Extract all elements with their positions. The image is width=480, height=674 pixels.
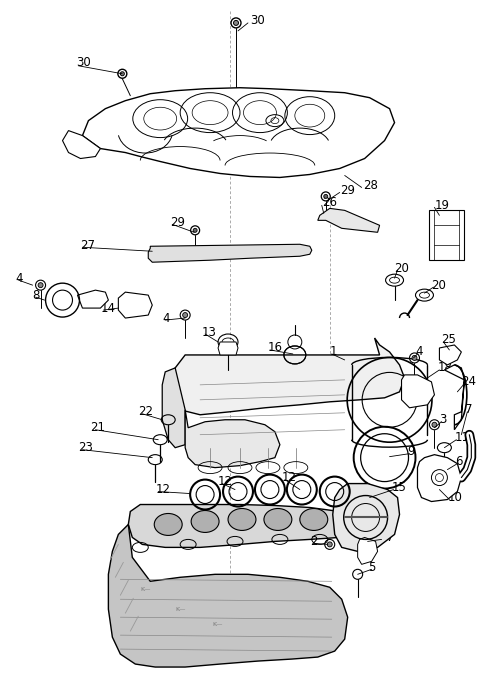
Text: 19: 19 bbox=[434, 199, 449, 212]
Text: 4: 4 bbox=[162, 311, 170, 325]
Ellipse shape bbox=[432, 422, 437, 427]
Polygon shape bbox=[218, 342, 238, 355]
Text: K—: K— bbox=[140, 587, 151, 592]
Ellipse shape bbox=[412, 355, 417, 361]
Text: 20: 20 bbox=[395, 262, 409, 275]
Text: 12: 12 bbox=[282, 471, 297, 484]
Ellipse shape bbox=[38, 282, 43, 288]
Text: K—: K— bbox=[175, 607, 186, 612]
Text: 4: 4 bbox=[416, 346, 423, 359]
Text: 22: 22 bbox=[138, 405, 153, 419]
Text: 29: 29 bbox=[340, 184, 355, 197]
Text: 12: 12 bbox=[155, 483, 170, 496]
Polygon shape bbox=[444, 365, 464, 430]
Text: 10: 10 bbox=[447, 491, 462, 504]
Ellipse shape bbox=[327, 542, 332, 547]
Text: K—: K— bbox=[212, 621, 222, 627]
Polygon shape bbox=[77, 290, 108, 308]
Polygon shape bbox=[83, 88, 395, 177]
Ellipse shape bbox=[191, 510, 219, 532]
Text: 26: 26 bbox=[322, 196, 337, 209]
Ellipse shape bbox=[233, 20, 239, 26]
Text: 9: 9 bbox=[408, 445, 415, 458]
Ellipse shape bbox=[193, 228, 197, 233]
Ellipse shape bbox=[183, 313, 188, 317]
Ellipse shape bbox=[264, 508, 292, 530]
Text: 30: 30 bbox=[76, 57, 91, 69]
Polygon shape bbox=[128, 505, 355, 547]
Text: 24: 24 bbox=[461, 375, 476, 388]
Ellipse shape bbox=[154, 514, 182, 535]
Text: 30: 30 bbox=[250, 14, 265, 28]
Text: 4: 4 bbox=[16, 272, 23, 284]
Text: 15: 15 bbox=[392, 481, 407, 494]
Text: 2: 2 bbox=[310, 535, 317, 548]
Text: 6: 6 bbox=[456, 455, 463, 468]
Polygon shape bbox=[318, 208, 380, 233]
Text: 20: 20 bbox=[432, 278, 446, 292]
Text: 27: 27 bbox=[81, 239, 96, 252]
Text: 23: 23 bbox=[78, 441, 93, 454]
Text: 12: 12 bbox=[218, 475, 233, 488]
Text: 25: 25 bbox=[442, 334, 456, 346]
Polygon shape bbox=[108, 524, 348, 667]
Text: 13: 13 bbox=[202, 326, 217, 338]
Text: 18: 18 bbox=[437, 361, 452, 375]
Polygon shape bbox=[418, 455, 461, 501]
Polygon shape bbox=[358, 537, 378, 564]
Text: 8: 8 bbox=[33, 288, 40, 302]
Text: 17: 17 bbox=[380, 531, 395, 544]
Text: 11: 11 bbox=[455, 431, 469, 444]
Text: 3: 3 bbox=[439, 413, 447, 426]
Text: 5: 5 bbox=[368, 561, 375, 574]
Text: 21: 21 bbox=[90, 421, 106, 434]
Ellipse shape bbox=[324, 194, 328, 198]
Polygon shape bbox=[162, 368, 185, 448]
Polygon shape bbox=[175, 338, 405, 415]
Polygon shape bbox=[333, 483, 399, 551]
Text: 28: 28 bbox=[363, 179, 377, 192]
Ellipse shape bbox=[300, 508, 328, 530]
Text: 16: 16 bbox=[268, 342, 283, 355]
Polygon shape bbox=[439, 345, 461, 365]
Polygon shape bbox=[119, 292, 152, 318]
Ellipse shape bbox=[228, 508, 256, 530]
Polygon shape bbox=[62, 131, 100, 158]
Polygon shape bbox=[402, 375, 434, 408]
Polygon shape bbox=[148, 244, 312, 262]
Polygon shape bbox=[430, 210, 464, 260]
Text: 7: 7 bbox=[465, 403, 473, 417]
Text: 29: 29 bbox=[170, 216, 185, 229]
Text: 14: 14 bbox=[100, 301, 115, 315]
Text: 1: 1 bbox=[330, 346, 337, 359]
Ellipse shape bbox=[120, 71, 124, 75]
Polygon shape bbox=[185, 410, 280, 468]
